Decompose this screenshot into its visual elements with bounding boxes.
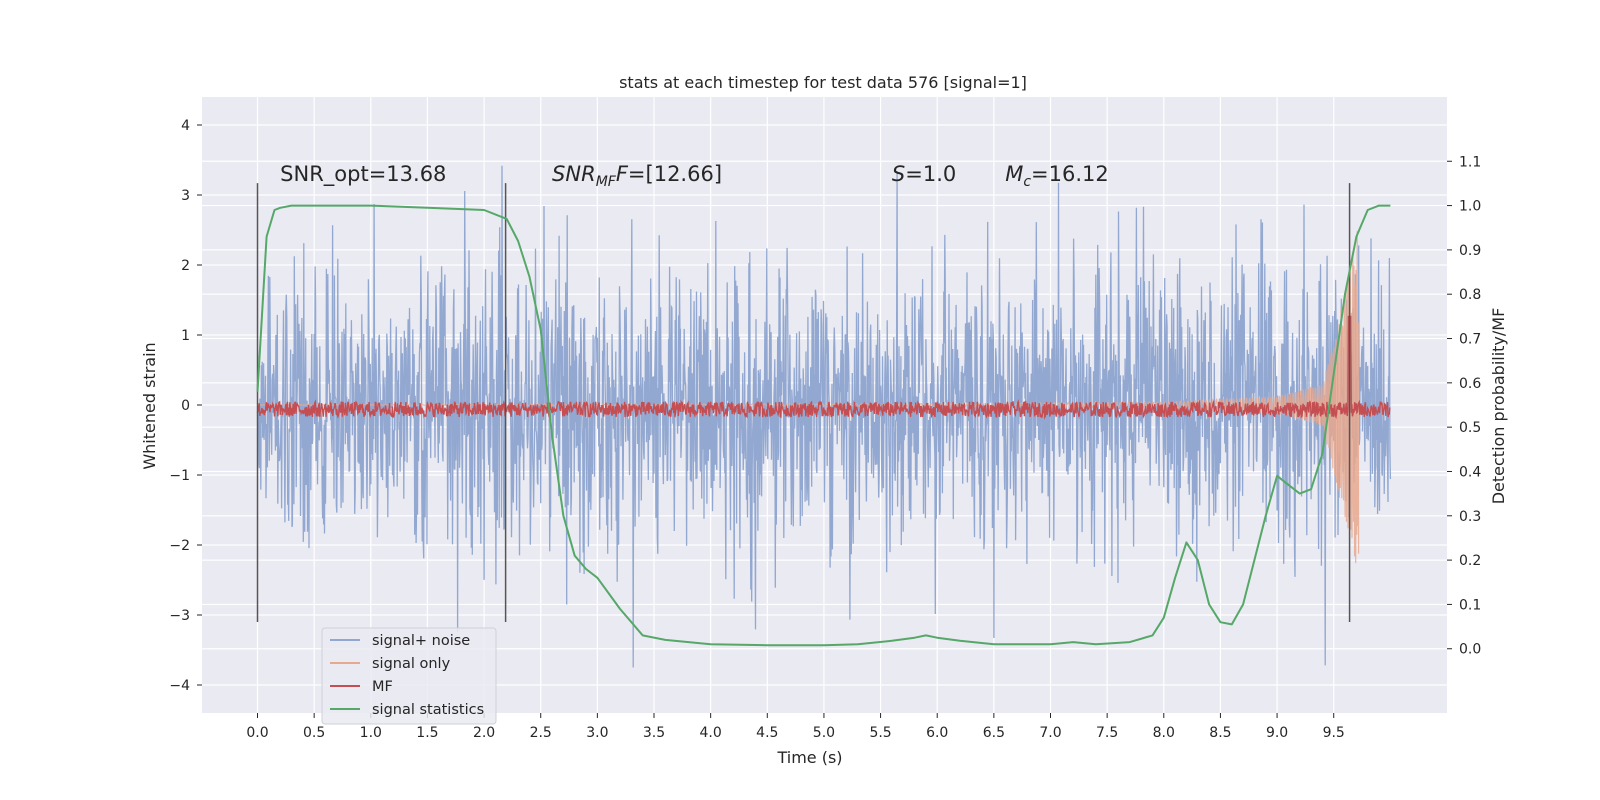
- x-tick-label: 0.5: [303, 725, 325, 741]
- x-tick-label: 6.0: [926, 725, 948, 741]
- y-tick-label: −3: [169, 608, 190, 624]
- series-mf: [256, 315, 1391, 420]
- annotation-mc: Mc=16.12: [1005, 162, 1109, 190]
- x-tick-label: 3.0: [586, 725, 608, 741]
- chart-title: stats at each timestep for test data 576…: [619, 73, 1027, 92]
- y-right-tick-label: 0.7: [1459, 332, 1481, 348]
- x-axis-ticks: 0.0 0.5 1.0 1.5 2.0 2.5 3.0 3.5 4.0 4.5 5.0 5.5 6.0 6…: [246, 713, 1345, 741]
- legend-label-signal-only: signal only: [372, 656, 451, 672]
- x-tick-label: 6.5: [983, 725, 1005, 741]
- y-right-tick-label: 0.6: [1459, 376, 1481, 392]
- y-right-tick-label: 0.1: [1459, 597, 1481, 613]
- x-tick-label: 1.0: [360, 725, 382, 741]
- y-tick-label: 4: [181, 118, 190, 134]
- x-tick-label: 4.0: [700, 725, 722, 741]
- series-signal-noise: [256, 165, 1392, 668]
- x-tick-label: 2.0: [473, 725, 495, 741]
- y-tick-label: 3: [181, 188, 190, 204]
- y-axis-label: Whitened strain: [140, 342, 159, 469]
- x-tick-label: 7.0: [1039, 725, 1061, 741]
- x-tick-label: 0.0: [246, 725, 268, 741]
- y-axis-right-ticks: 0.0 0.1 0.2 0.3 0.4 0.5 0.6 0.7 0.8 0.9 1.0 1.1: [1447, 154, 1481, 658]
- legend: signal+ noise signal only MF signal stat…: [321, 627, 497, 725]
- x-tick-label: 1.5: [416, 725, 438, 741]
- y-right-tick-label: 0.5: [1459, 420, 1481, 436]
- y-right-tick-label: 0.4: [1459, 464, 1481, 480]
- x-tick-label: 9.0: [1266, 725, 1288, 741]
- y-right-tick-label: 1.1: [1459, 154, 1481, 170]
- y-tick-label: 0: [181, 398, 190, 414]
- legend-label-signal-statistics: signal statistics: [372, 702, 484, 718]
- x-tick-label: 8.0: [1153, 725, 1175, 741]
- y-tick-label: −4: [169, 678, 190, 694]
- y-right-tick-label: 0.3: [1459, 509, 1481, 525]
- y-tick-label: −2: [169, 538, 190, 554]
- y-tick-label: 1: [181, 328, 190, 344]
- legend-label-signal-noise: signal+ noise: [372, 633, 470, 649]
- x-tick-label: 4.5: [756, 725, 778, 741]
- annotations: SNR_opt=13.68 SNRMFF=[12.66] S=1.0 Mc=16.12: [280, 162, 1109, 190]
- y-right-tick-label: 0.2: [1459, 553, 1481, 569]
- annotation-snr-opt: SNR_opt=13.68: [280, 162, 446, 187]
- legend-label-mf: MF: [372, 679, 393, 695]
- x-tick-label: 5.5: [869, 725, 891, 741]
- series-signal-statistics: [256, 204, 1391, 647]
- x-tick-label: 3.5: [643, 725, 665, 741]
- x-tick-label: 8.5: [1209, 725, 1231, 741]
- y-right-tick-label: 0.8: [1459, 287, 1481, 303]
- y-axis-right-label: Detection probability/MF: [1489, 308, 1508, 505]
- y-axis-ticks: −4 −3 −2 −1 0 1 2 3 4: [169, 118, 202, 694]
- x-axis-label: Time (s): [776, 748, 842, 767]
- x-tick-label: 7.5: [1096, 725, 1118, 741]
- y-right-tick-label: 0.0: [1459, 642, 1481, 658]
- x-tick-label: 2.5: [530, 725, 552, 741]
- signal-statistics-line: [256, 204, 1391, 647]
- y-tick-label: −1: [169, 468, 190, 484]
- mf-line: [256, 315, 1391, 420]
- annotation-snr-mf: SNRMFF=[12.66]: [552, 162, 722, 190]
- y-right-tick-label: 0.9: [1459, 243, 1481, 259]
- x-tick-label: 9.5: [1323, 725, 1345, 741]
- y-right-tick-label: 1.0: [1459, 199, 1481, 215]
- x-tick-label: 5.0: [813, 725, 835, 741]
- signal-noise-line: [256, 165, 1392, 668]
- y-tick-label: 2: [181, 258, 190, 274]
- vertical-markers: [256, 183, 1351, 622]
- annotation-s: S=1.0: [892, 162, 956, 186]
